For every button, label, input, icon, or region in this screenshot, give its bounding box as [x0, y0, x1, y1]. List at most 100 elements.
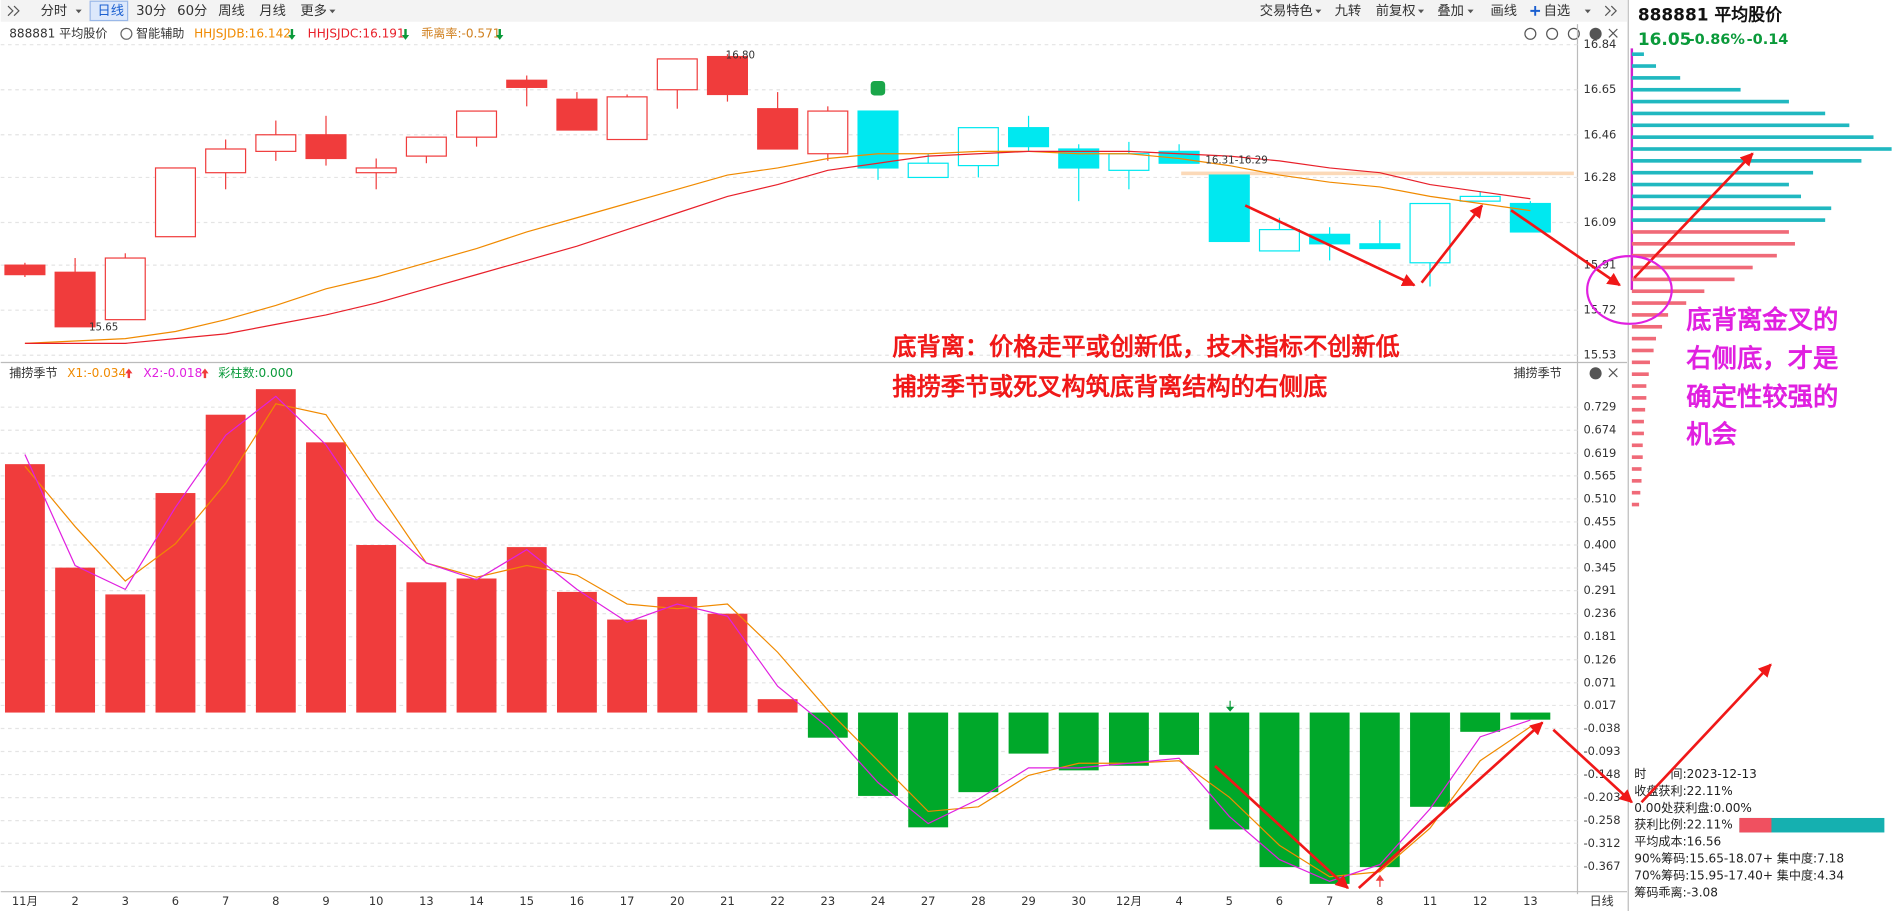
bar: [4, 464, 45, 713]
bar: [105, 594, 146, 713]
bar: [1058, 712, 1099, 771]
candle-body: [1409, 202, 1451, 264]
profile-bar: [1631, 348, 1654, 353]
x-tick-label: 7: [222, 894, 229, 908]
tool-button[interactable]: 画线: [1490, 3, 1517, 19]
help[interactable]: [1589, 367, 1602, 380]
profile-bar: [1631, 324, 1663, 329]
tab-button[interactable]: 更多: [300, 2, 327, 19]
tool-button[interactable]: 自选: [1544, 3, 1571, 19]
profile-bar: [1631, 301, 1687, 305]
panel-title: 888881 平均股价: [1638, 5, 1782, 25]
profile-bar: [1631, 372, 1649, 376]
x-tick-label: 29: [1021, 894, 1036, 908]
x-tick-label: 14: [469, 894, 484, 908]
zoom-in[interactable]: [1524, 27, 1537, 40]
annotation: 右侧底，才是: [1686, 343, 1839, 373]
profile-bar: [1631, 52, 1644, 56]
profile-bar: [1631, 277, 1735, 282]
extra-label: 彩柱数:0.000: [218, 365, 293, 380]
candle-body: [706, 55, 748, 96]
indicator-line: [24, 150, 1531, 344]
assist-icon[interactable]: [120, 27, 133, 40]
bar: [255, 389, 296, 713]
dropdown-icon[interactable]: [1467, 9, 1474, 14]
tab-button[interactable]: 日线: [97, 3, 124, 19]
collapse-icon[interactable]: [7, 5, 20, 17]
reference-band: [1181, 171, 1574, 176]
tab-button[interactable]: 周线: [218, 3, 245, 19]
profile-bar: [1631, 135, 1874, 139]
x-tick-label: 5: [1226, 894, 1233, 908]
bar: [958, 712, 999, 793]
bar: [1510, 712, 1551, 720]
dropdown-icon[interactable]: [329, 9, 336, 14]
chart-title: 888881 平均股价: [9, 26, 107, 40]
info-panel: 时 间:2023-12-13 收盘获利:22.11% 0.00处获利盘:0.00% 获…: [1634, 767, 1885, 899]
annotation: 捕捞季节或死叉构筑底背离结构的右侧底: [892, 373, 1327, 401]
tab-button[interactable]: 30分: [136, 3, 166, 19]
x-tick-label: 27: [921, 894, 936, 908]
tool-button[interactable]: 交易特色: [1260, 2, 1313, 19]
profile-bar: [1631, 194, 1802, 199]
y-tick-label: 0.455: [1584, 514, 1617, 528]
dropdown-icon[interactable]: [75, 9, 82, 14]
y-tick-label: 0.510: [1584, 491, 1617, 505]
bar: [506, 547, 547, 713]
expand-icon[interactable]: [1604, 5, 1618, 17]
y-tick-label: 16.65: [1584, 82, 1617, 96]
profile-bar: [1631, 218, 1826, 222]
x-tick-label: 12月: [1116, 894, 1142, 908]
info-line: 收盘获利:22.11%: [1634, 783, 1732, 798]
profile-bar: [1631, 407, 1646, 412]
tab-selected[interactable]: [89, 0, 129, 22]
indicator-line: [24, 403, 1531, 878]
bar: [205, 414, 246, 713]
close[interactable]: [1608, 368, 1618, 378]
settings[interactable]: [1567, 27, 1580, 40]
tool-button[interactable]: 叠加: [1437, 3, 1464, 19]
x-axis-label: 日线: [1590, 894, 1614, 908]
tool-button[interactable]: 九转: [1335, 3, 1362, 19]
y-tick-label: -0.258: [1584, 813, 1621, 827]
tool-button[interactable]: 前复权: [1376, 2, 1416, 19]
y-tick-label: -0.367: [1584, 859, 1621, 873]
zoom-out[interactable]: [1546, 27, 1559, 40]
x-tick-label: 8: [272, 894, 279, 908]
price-label: 15.65: [89, 321, 118, 333]
arrow: [1357, 721, 1544, 890]
assist-label[interactable]: 智能辅助: [136, 25, 184, 40]
x-tick-label: 13: [1523, 894, 1538, 908]
dropdown-icon[interactable]: [1417, 9, 1425, 14]
bar: [155, 493, 196, 713]
profile-bar: [1631, 265, 1753, 270]
candle-body: [556, 98, 598, 131]
toolbar: [0, 0, 1628, 22]
candle-body: [1258, 228, 1300, 252]
bar: [556, 591, 597, 713]
close[interactable]: [1608, 28, 1618, 38]
price-label: 16.80: [726, 50, 755, 62]
dropdown-icon[interactable]: [1315, 9, 1322, 14]
help[interactable]: [1589, 27, 1602, 40]
panel-price: 16.05: [1638, 29, 1691, 49]
candle-body: [907, 162, 949, 179]
bar: [356, 544, 397, 713]
x-tick-label: 10: [369, 894, 384, 908]
down-arrow: [288, 28, 296, 40]
profile-bar: [1631, 253, 1777, 258]
tab-button[interactable]: 60分: [177, 3, 207, 19]
annotation: 底背离：价格走平或创新低，技术指标不创新低: [892, 333, 1399, 361]
tab-button[interactable]: 分时: [41, 3, 68, 19]
y-tick-label: 0.017: [1584, 698, 1617, 712]
dropdown-icon[interactable]: [1584, 9, 1591, 14]
bar: [406, 582, 447, 713]
profile-bar: [1631, 360, 1650, 365]
x-tick-label: 23: [821, 894, 836, 908]
bar: [908, 712, 949, 828]
add-icon[interactable]: [1530, 6, 1541, 16]
y-tick-label: 0.674: [1584, 423, 1617, 437]
annotation: 机会: [1686, 419, 1737, 449]
tab-button[interactable]: 月线: [259, 3, 286, 19]
